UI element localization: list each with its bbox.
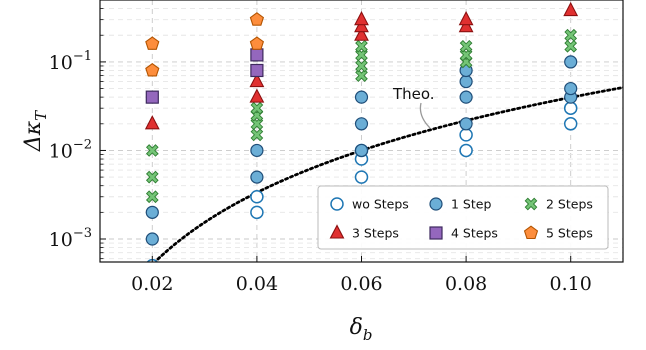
point-3-steps: [249, 88, 265, 103]
legend-label-3-steps: 3 Steps: [352, 226, 399, 241]
y-tick-label: 10−2: [49, 137, 92, 162]
x-tick-label: 0.04: [236, 273, 278, 295]
point-3-steps: [354, 10, 369, 26]
point-1-step: [354, 90, 369, 104]
point-4-steps: [145, 90, 159, 104]
legend-marker-5-steps: [523, 225, 539, 240]
point-4-steps: [250, 63, 264, 78]
point-2-steps: [355, 69, 368, 82]
data-points: [144, 1, 579, 262]
y-tick-label: 10−3: [49, 226, 92, 251]
legend-marker-4-steps: [429, 226, 443, 240]
point-3-steps: [249, 72, 265, 88]
legend-marker-3-steps: [329, 224, 345, 239]
legend: wo Steps 1 Step 2 Steps 3 Steps 4 Steps 5 Ste…: [317, 185, 609, 250]
point-2-steps: [564, 39, 578, 53]
point-5-steps: [145, 63, 160, 77]
y-tick-label: 10−1: [49, 49, 92, 74]
point-2-steps: [355, 59, 368, 73]
point-wo-steps: [354, 170, 369, 184]
point-3-steps: [563, 1, 579, 17]
point-1-step: [459, 74, 473, 89]
point-wo-steps: [250, 190, 264, 204]
axis-ticks: 0.02 0.04 0.06 0.08 0.10 10−3 10−2 10−1: [49, 0, 592, 295]
legend-label-4-steps: 4 Steps: [451, 226, 498, 241]
point-3-steps: [458, 10, 474, 26]
point-2-steps: [145, 190, 159, 204]
point-5-steps: [249, 36, 265, 50]
point-1-step: [564, 81, 578, 96]
x-tick-label: 0.02: [131, 273, 173, 295]
point-wo-steps: [459, 128, 473, 142]
legend-label-2-steps: 2 Steps: [546, 197, 593, 212]
y-axis-label: ΔκT: [21, 110, 50, 152]
x-tick-label: 0.06: [340, 273, 382, 295]
point-wo-steps: [250, 205, 264, 220]
legend-marker-1-step: [429, 197, 443, 211]
legend-label-1-step: 1 Step: [451, 197, 491, 212]
point-1-step: [250, 143, 264, 158]
point-2-steps: [145, 144, 159, 157]
point-1-step: [354, 143, 369, 158]
point-1-step: [250, 170, 264, 184]
point-3-steps: [458, 17, 474, 33]
x-tick-label: 0.08: [445, 273, 487, 295]
point-5-steps: [145, 36, 160, 50]
theory-curve: [152, 86, 623, 262]
legend-marker-wo-steps: [330, 197, 344, 211]
x-axis-label: δb: [350, 315, 373, 344]
point-1-step: [354, 117, 369, 131]
theory-annotation-label: Theo.: [392, 85, 435, 103]
point-4-steps: [250, 48, 264, 62]
point-2-steps: [250, 128, 264, 142]
x-tick-label: 0.10: [550, 273, 592, 295]
point-3-steps: [144, 115, 160, 130]
point-1-step: [145, 232, 159, 246]
legend-marker-2-steps: [524, 197, 538, 211]
point-1-step: [145, 205, 159, 219]
point-1-step: [459, 117, 473, 131]
point-1-step: [459, 90, 473, 104]
point-2-steps: [145, 170, 159, 184]
point-2-steps: [564, 28, 578, 42]
point-2-steps: [250, 101, 264, 115]
point-1-step: [564, 55, 578, 69]
legend-label-wo-steps: wo Steps: [352, 197, 409, 212]
point-5-steps: [249, 12, 265, 26]
point-3-steps: [354, 26, 369, 41]
theory-curve-layer: [152, 86, 623, 262]
point-2-steps: [355, 39, 368, 53]
point-wo-steps: [459, 143, 473, 158]
point-2-steps: [459, 39, 473, 53]
theory-annotation: Theo.: [392, 85, 435, 129]
point-wo-steps: [563, 101, 578, 115]
point-3-steps: [354, 17, 369, 33]
theory-annotation-leader: [419, 102, 431, 129]
point-wo-steps: [563, 117, 578, 131]
legend-label-5-steps: 5 Steps: [546, 226, 593, 241]
